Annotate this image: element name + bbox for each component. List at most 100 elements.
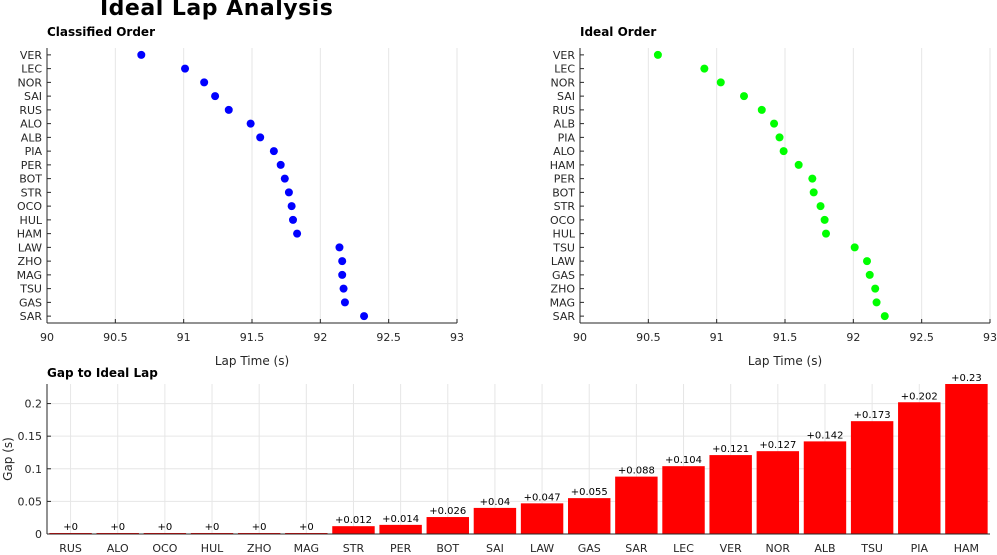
data-point <box>339 284 348 293</box>
gap-bar <box>568 498 611 534</box>
x-tick-label: PER <box>390 542 412 555</box>
y-tick-label: TSU <box>552 241 575 254</box>
y-tick-label: TSU <box>19 283 42 296</box>
bar-value-label: +0.142 <box>806 430 843 441</box>
y-tick-label: HAM <box>550 159 575 172</box>
data-point <box>287 202 296 211</box>
y-tick-label: VER <box>20 49 42 62</box>
data-point <box>284 188 293 197</box>
gap-bar <box>426 517 469 534</box>
y-tick-label: HUL <box>20 214 43 227</box>
bar-value-label: +0.173 <box>854 410 891 421</box>
x-axis-label: Lap Time (s) <box>215 354 289 368</box>
y-tick-label: NOR <box>550 76 575 89</box>
data-point <box>137 50 146 59</box>
y-tick-label: 0.05 <box>18 495 43 508</box>
y-tick-label: PIA <box>25 145 43 158</box>
gap-bar <box>473 507 517 534</box>
gap-bar <box>756 451 800 534</box>
gap-bar <box>898 402 941 534</box>
x-tick-label: LAW <box>530 542 554 555</box>
x-tick-label: ZHO <box>247 542 272 555</box>
x-tick-label: HAM <box>954 542 979 555</box>
gap-bar <box>520 503 564 534</box>
y-tick-label: VER <box>553 49 575 62</box>
y-tick-label: STR <box>21 186 43 199</box>
y-axis-label: Gap (s) <box>1 437 15 481</box>
y-tick-label: GAS <box>552 269 575 282</box>
gap-bar <box>662 466 705 534</box>
y-tick-label: ALB <box>21 131 42 144</box>
x-tick-label: 90.5 <box>103 331 128 344</box>
data-point <box>181 64 190 73</box>
y-tick-label: SAI <box>24 90 42 103</box>
plot-title: Gap to Ideal Lap <box>47 366 158 380</box>
y-tick-label: LAW <box>18 241 42 254</box>
x-tick-label: GAS <box>578 542 601 555</box>
bar-value-label: +0.012 <box>335 515 372 526</box>
data-point <box>289 215 297 224</box>
y-tick-label: HUL <box>553 228 576 241</box>
bar-value-label: +0.026 <box>429 506 466 517</box>
x-tick-label: MAG <box>294 542 319 555</box>
x-tick-label: 90.5 <box>636 331 661 344</box>
y-tick-label: OCO <box>550 214 575 227</box>
x-tick-label: 93 <box>450 331 464 344</box>
y-tick-label: HAM <box>17 228 42 241</box>
x-tick-label: 90 <box>573 331 587 344</box>
data-point <box>871 284 880 293</box>
y-tick-label: PER <box>554 173 576 186</box>
y-tick-label: SAR <box>553 310 576 323</box>
y-tick-label: MAG <box>550 296 575 309</box>
x-tick-label: 92.5 <box>909 331 934 344</box>
data-point <box>809 188 818 197</box>
data-point <box>716 78 725 87</box>
x-tick-label: 92 <box>313 331 327 344</box>
bar-value-label: +0 <box>63 522 78 533</box>
y-tick-label: LEC <box>21 63 42 76</box>
bar-value-label: +0 <box>158 522 173 533</box>
x-tick-label: 92.5 <box>376 331 401 344</box>
y-tick-label: ZHO <box>551 283 576 296</box>
bar-value-label: +0 <box>299 522 314 533</box>
plot-title: Classified Order <box>47 25 155 39</box>
data-point <box>808 174 817 183</box>
x-tick-label: 91.5 <box>773 331 798 344</box>
y-tick-label: 0.15 <box>18 430 43 443</box>
data-point <box>293 229 302 238</box>
x-tick-label: ALB <box>814 542 835 555</box>
data-point <box>757 105 766 114</box>
y-tick-label: STR <box>554 200 576 213</box>
data-point <box>740 92 748 101</box>
data-point <box>770 119 779 128</box>
x-tick-label: VER <box>720 542 742 555</box>
data-point <box>246 119 255 128</box>
data-point <box>820 215 829 224</box>
x-tick-label: HUL <box>201 542 224 555</box>
data-point <box>340 298 349 307</box>
bar-value-label: +0.047 <box>524 492 561 503</box>
data-point <box>794 160 803 169</box>
classified-order-plot: 90 90.5 91 91.5 92 92.5 93 VERLECNORSAIRUSALOAL… <box>17 25 464 368</box>
x-tick-label: 91 <box>177 331 191 344</box>
gap-bar <box>379 524 422 534</box>
x-tick-label: BOT <box>436 542 459 555</box>
y-tick-label: RUS <box>19 104 42 117</box>
y-tick-label: GAS <box>19 296 42 309</box>
bar-value-label: +0.202 <box>901 391 938 402</box>
x-tick-label: NOR <box>766 542 791 555</box>
data-point <box>822 229 830 238</box>
x-tick-label: RUS <box>59 542 82 555</box>
y-tick-label: OCO <box>17 200 42 213</box>
x-tick-label: SAI <box>486 542 504 555</box>
data-point <box>200 78 209 87</box>
data-point <box>700 64 709 73</box>
data-point <box>880 312 889 321</box>
bar-value-label: +0.088 <box>618 466 655 477</box>
gap-bar <box>945 384 988 534</box>
bar-value-label: +0.04 <box>480 497 511 508</box>
y-tick-label: LAW <box>551 255 575 268</box>
y-tick-label: 0.1 <box>25 463 43 476</box>
x-tick-label: 91.5 <box>240 331 265 344</box>
